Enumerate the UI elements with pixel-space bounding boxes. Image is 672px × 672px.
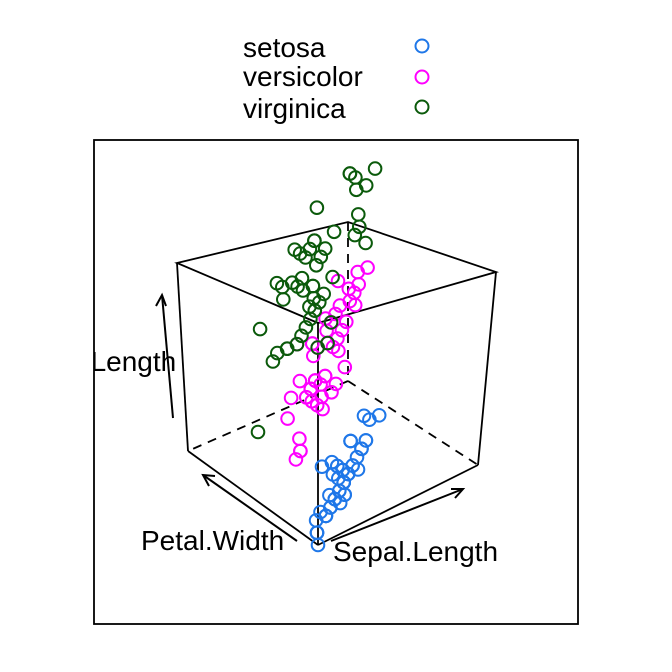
point-setosa-44 (330, 458, 345, 474)
legend-label-versicolor: versicolor (243, 61, 363, 92)
box-edge-bottom-right (317, 464, 479, 546)
legend-marker-versicolor (414, 69, 430, 85)
point-virginica-33 (323, 315, 339, 330)
point-virginica-6 (250, 424, 266, 440)
box-edge-right-vertical (477, 271, 497, 466)
point-virginica-49 (289, 336, 305, 352)
point-virginica-47 (305, 278, 321, 294)
z-axis-arrow (155, 292, 174, 419)
box-edge-left-vertical (176, 262, 189, 452)
point-virginica-39 (317, 241, 333, 256)
point-virginica-34 (320, 335, 335, 351)
point-versicolor-48 (292, 431, 307, 447)
point-virginica-43 (302, 241, 318, 257)
point-versicolor-49 (307, 373, 323, 388)
axis-arrows (155, 292, 466, 542)
x-axis-arrow (330, 488, 466, 542)
point-virginica-44 (287, 242, 303, 257)
point-versicolor-9 (280, 411, 295, 426)
point-setosa-42 (309, 525, 325, 541)
point-setosa-46 (340, 466, 356, 482)
legend: setosa versicolor virginica (243, 32, 430, 124)
point-virginica-2 (326, 224, 342, 240)
plot-panel-border (93, 139, 579, 625)
point-virginica-45 (298, 250, 313, 265)
point-setosa-43 (314, 459, 330, 475)
x-axis-label: Sepal.Length (333, 536, 498, 567)
legend-marker-setosa (414, 38, 430, 54)
point-virginica-14 (252, 321, 268, 337)
point-setosa-31 (343, 433, 358, 449)
point-virginica-16 (316, 286, 332, 302)
z-axis-label: al.Length (61, 346, 176, 377)
y-axis-arrow (201, 473, 298, 542)
y-axis-label: Petal.Width (141, 525, 284, 556)
box-edge-hidden-left (187, 380, 349, 452)
series-virginica (250, 161, 383, 440)
point-virginica-48 (276, 292, 291, 307)
point-versicolor-34 (283, 390, 299, 406)
plot-area: al.Length (61, 161, 500, 553)
point-setosa-47 (318, 508, 334, 524)
point-virginica-41 (307, 233, 322, 248)
point-setosa-48 (349, 449, 365, 465)
point-setosa-18 (362, 412, 377, 428)
legend-label-setosa: setosa (243, 32, 326, 63)
point-setosa-36 (358, 433, 374, 448)
point-versicolor-7 (288, 452, 304, 467)
point-virginica-25 (347, 227, 363, 243)
box-edge-hidden-right (347, 380, 479, 466)
point-setosa-49 (336, 475, 352, 490)
point-versicolor-24 (339, 314, 354, 330)
point-virginica-46 (302, 299, 317, 315)
point-setosa-45 (322, 487, 337, 503)
point-virginica-24 (309, 258, 324, 273)
point-versicolor-37 (334, 322, 350, 338)
point-virginica-12 (313, 249, 329, 265)
point-virginica-31 (367, 161, 383, 176)
point-virginica-38 (294, 328, 309, 344)
point-virginica-27 (298, 320, 314, 335)
point-virginica-8 (325, 269, 340, 285)
point-virginica-29 (358, 235, 373, 251)
point-virginica-30 (351, 207, 366, 222)
point-versicolor-17 (328, 376, 344, 392)
point-versicolor-29 (324, 385, 339, 400)
point-virginica-22 (358, 178, 374, 193)
series-setosa (308, 408, 387, 553)
point-versicolor-12 (337, 359, 353, 375)
point-virginica-9 (309, 200, 325, 215)
data-points (250, 161, 387, 553)
point-setosa-20 (354, 441, 369, 457)
box-hidden-edges (187, 222, 479, 466)
point-versicolor-16 (292, 373, 308, 389)
point-virginica-32 (290, 279, 305, 294)
box-edge-bottom-left (187, 450, 319, 546)
point-versicolor-36 (341, 281, 357, 297)
legend-marker-virginica (414, 99, 430, 115)
legend-label-virginica: virginica (243, 93, 346, 124)
point-virginica-35 (342, 166, 358, 181)
box-visible-edges (174, 221, 500, 546)
point-versicolor-31 (315, 401, 330, 417)
point-virginica-21 (265, 354, 281, 369)
